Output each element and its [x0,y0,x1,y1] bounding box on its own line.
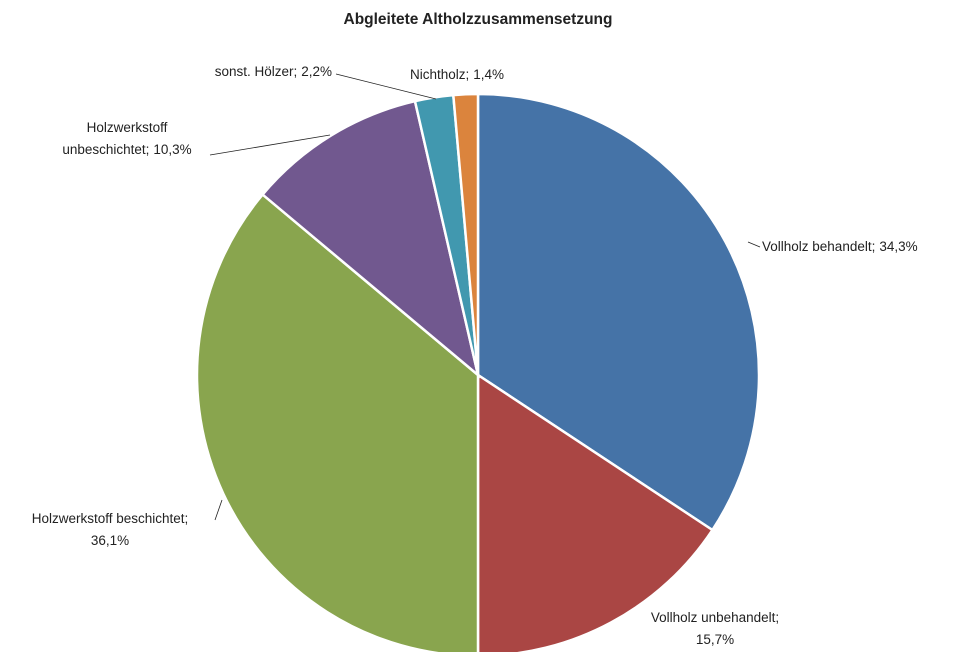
pie-slice [195,192,480,652]
leader-line [214,499,223,521]
data-label: 15,7% [696,632,734,647]
category-label: Nichtholz; [410,67,469,82]
pie-slice [451,92,480,376]
category-label: Vollholz behandelt; [762,239,875,254]
leader-line [209,134,331,156]
data-label: Holzwerkstoff [87,120,168,135]
data-label: Nichtholz; 1,4% [410,67,504,82]
data-label: 36,1% [91,533,129,548]
data-label: unbeschichtet; 10,3% [62,142,191,157]
value-label: 10,3% [153,142,191,157]
leader-line [747,241,761,248]
category-label: sonst. Hölzer; [215,64,298,79]
category-label: Vollholz unbehandelt; [651,610,779,625]
leader-line [335,73,437,100]
pie-slice [476,372,715,652]
data-label: Vollholz behandelt; 34,3% [762,239,918,254]
value-label: 34,3% [879,239,917,254]
category-label: unbeschichtet; [62,142,149,157]
value-label: 15,7% [696,632,734,647]
chart-title: Abgleitete Altholzzusammensetzung [344,11,613,28]
value-label: 36,1% [91,533,129,548]
data-label: Vollholz unbehandelt; [651,610,779,625]
pie-slice [260,99,481,379]
value-label: 1,4% [473,67,504,82]
data-label: sonst. Hölzer; 2,2% [215,64,332,79]
value-label: 2,2% [301,64,332,79]
category-label: Holzwerkstoff [87,120,168,135]
data-label: Holzwerkstoff beschichtet; [32,511,189,526]
category-label: Holzwerkstoff beschichtet; [32,511,189,526]
